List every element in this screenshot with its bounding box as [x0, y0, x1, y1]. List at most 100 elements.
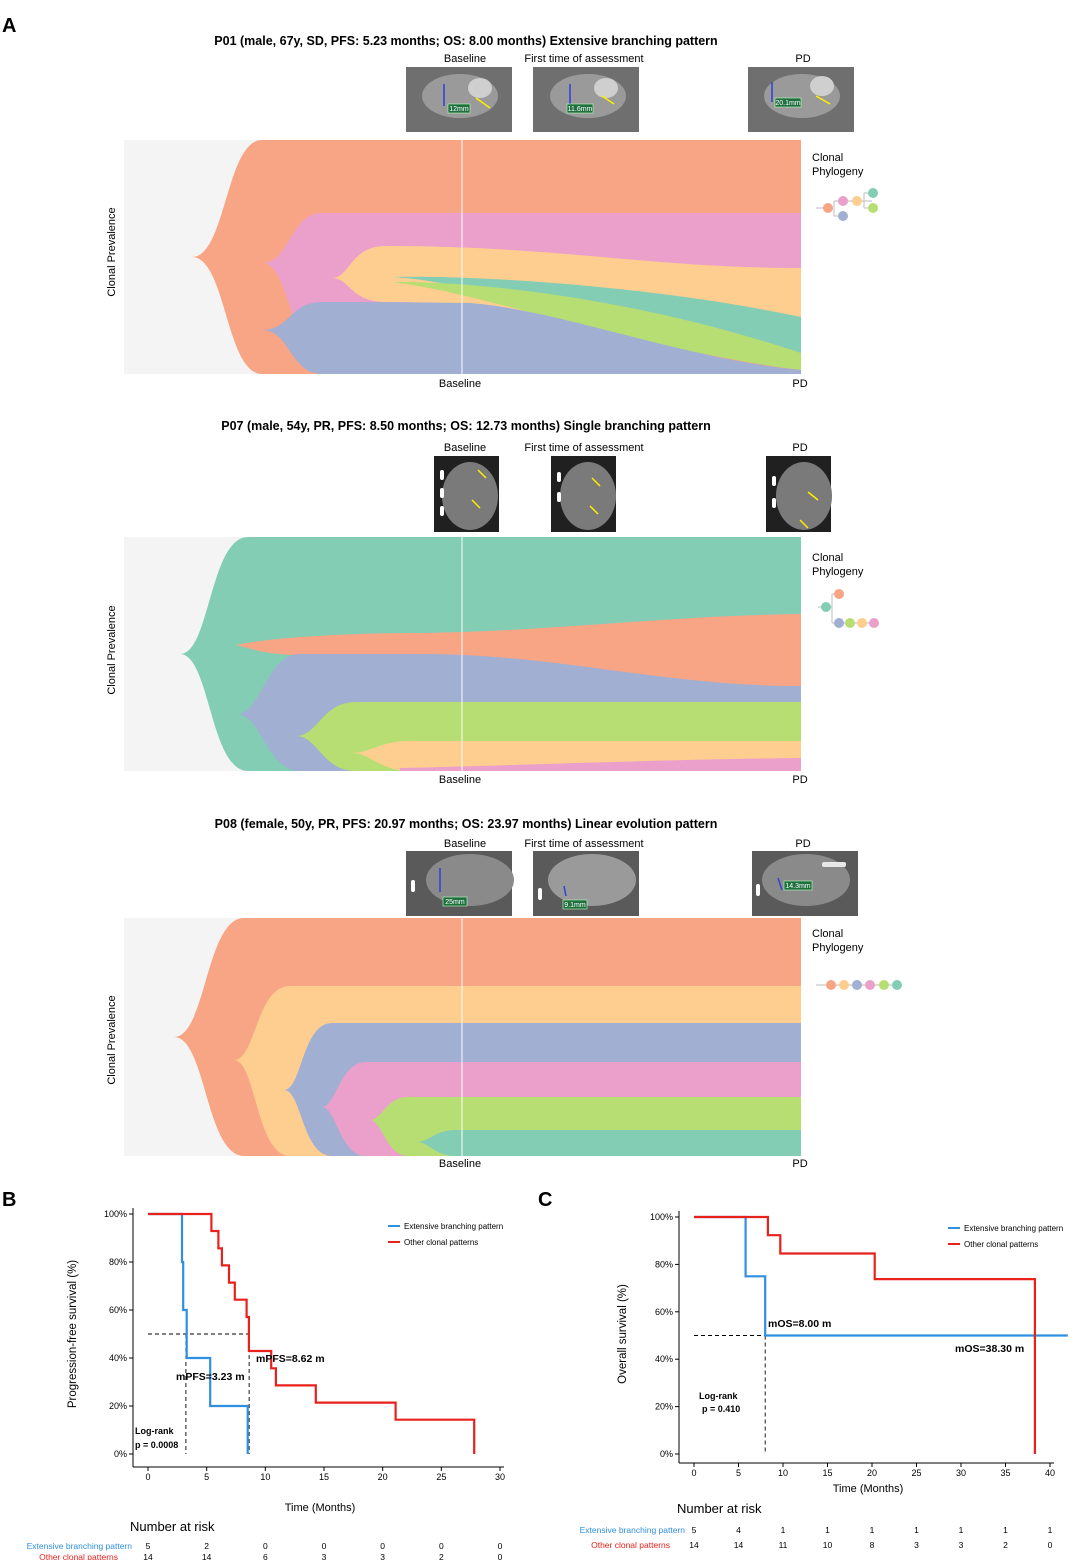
- scan-measurement: 9.1mm: [564, 902, 586, 909]
- median-annotation-extensive: mOS=8.00 m: [768, 1318, 831, 1330]
- clone-band-blue: [262, 302, 801, 374]
- risk-table-values: 5 4 1 1 1 1 1 1 114 14 11 10 8 3 3 2 0: [689, 1525, 1052, 1550]
- ct-scan-first-assessment: 9.1mm: [533, 851, 639, 916]
- scan-measurement: 14.3mm: [785, 883, 810, 890]
- risk-row-label-extensive: Extensive branching pattern: [580, 1525, 686, 1535]
- scan-measurement: 25mm: [445, 899, 465, 906]
- risk-table-cell: 2: [439, 1552, 444, 1560]
- median-annotation-other: mPFS=8.62 m: [256, 1353, 325, 1365]
- risk-table-cell: 0: [439, 1541, 444, 1551]
- ct-scan-baseline: 25mm: [406, 851, 514, 916]
- risk-table-cell: 1: [959, 1525, 964, 1535]
- timepoint-label-first-assessment: First time of assessment: [524, 53, 643, 65]
- risk-table-cell: 8: [870, 1540, 875, 1550]
- median-annotation-other: mOS=38.30 m: [955, 1343, 1024, 1355]
- km-legend: Extensive branching pattern Other clonal…: [388, 1222, 503, 1247]
- km-plot-os: 0%20%40%60%80%100%0 5 10 15 20 25 30 35 40 Exten…: [580, 1211, 1068, 1550]
- survival-curve-extensive: [148, 1212, 249, 1454]
- risk-table-cell: 3: [380, 1552, 385, 1560]
- risk-table-title: Number at risk: [677, 1501, 762, 1516]
- x-label-pd: PD: [792, 774, 807, 786]
- survival-curve-other: [694, 1215, 1036, 1454]
- x-tick-label: 0: [691, 1468, 696, 1478]
- y-tick-label: 40%: [109, 1353, 127, 1363]
- fish-plot-p01: P01 (male, 67y, SD, PFS: 5.23 months; OS…: [106, 34, 878, 390]
- risk-table-cell: 14: [202, 1552, 212, 1560]
- phylogeny-nodes: [826, 980, 902, 990]
- x-label-baseline: Baseline: [439, 378, 481, 390]
- risk-row-label-extensive: Extensive branching pattern: [27, 1541, 133, 1551]
- risk-table-title: Number at risk: [130, 1519, 215, 1534]
- y-axis-title: Progression-free survival (%): [67, 1260, 79, 1408]
- fish-plot-title: P07 (male, 54y, PR, PFS: 8.50 months; OS…: [221, 419, 710, 433]
- y-tick-label: 100%: [650, 1212, 673, 1222]
- x-tick-label: 25: [436, 1472, 446, 1482]
- x-axis-title: Time (Months): [833, 1483, 904, 1495]
- risk-table-cell: 11: [779, 1540, 788, 1550]
- x-axis-title: Time (Months): [285, 1502, 356, 1514]
- risk-table-cell: 0: [322, 1541, 327, 1551]
- x-label-baseline: Baseline: [439, 774, 481, 786]
- x-tick-label: 20: [378, 1472, 388, 1482]
- x-label-pd: PD: [792, 378, 807, 390]
- x-tick-label: 15: [319, 1472, 329, 1482]
- timepoint-label-pd: PD: [795, 53, 810, 65]
- timepoint-label-pd: PD: [792, 442, 807, 454]
- risk-table-cell: 0: [1048, 1540, 1053, 1550]
- scan-measurement: 20.1mm: [775, 100, 800, 107]
- y-axis-label: Clonal Prevalence: [106, 995, 118, 1084]
- risk-table-cell: 2: [204, 1541, 209, 1551]
- x-tick-label: 10: [778, 1468, 788, 1478]
- y-tick-label: 60%: [655, 1307, 673, 1317]
- legend-label-extensive: Extensive branching pattern: [964, 1224, 1063, 1233]
- panel-letter-b: B: [2, 1189, 16, 1211]
- km-axes: 0% 20% 40% 60% 80% 100% 0 5 10 15 20 25 30 35 40: [650, 1211, 1055, 1478]
- x-tick-label: 5: [736, 1468, 741, 1478]
- fish-plot-title: P01 (male, 67y, SD, PFS: 5.23 months; OS…: [214, 34, 717, 48]
- y-tick-label: 0%: [660, 1449, 673, 1459]
- ct-scan-first-assessment: 11.6mm: [533, 67, 639, 132]
- fish-plot-title: P08 (female, 50y, PR, PFS: 20.97 months;…: [215, 817, 718, 831]
- risk-table-cell: 0: [380, 1541, 385, 1551]
- y-tick-label: 0%: [114, 1449, 127, 1459]
- scan-measurement: 12mm: [449, 106, 469, 113]
- x-tick-label: 35: [1000, 1468, 1010, 1478]
- risk-table-cell: 2: [1003, 1540, 1008, 1550]
- legend-label-other: Other clonal patterns: [404, 1238, 478, 1247]
- y-axis-label: Clonal Prevalence: [106, 207, 118, 296]
- y-axis-label: Clonal Prevalence: [106, 605, 118, 694]
- logrank-label: Log-rank: [699, 1391, 738, 1401]
- km-axes: 0% 20% 40% 60% 80% 100% 0 5 10 15 20 25 30: [104, 1208, 505, 1482]
- phylogeny-title: Clonal Phylogeny: [812, 928, 864, 954]
- risk-row-label-other: Other clonal patterns: [39, 1552, 118, 1560]
- clone-band-orange: [236, 614, 801, 688]
- risk-table-cell: 0: [498, 1541, 503, 1551]
- panel-letter-a: A: [2, 15, 16, 37]
- median-annotation-extensive: mPFS=3.23 m: [176, 1371, 245, 1383]
- ct-scan-pd: [766, 456, 832, 532]
- risk-row-label-other: Other clonal patterns: [591, 1540, 670, 1550]
- x-tick-label: 20: [867, 1468, 877, 1478]
- risk-table-cell: 0: [263, 1541, 268, 1551]
- x-tick-label: 10: [260, 1472, 270, 1482]
- ct-scan-pd: 20.1mm: [748, 67, 854, 132]
- legend-label-extensive: Extensive branching pattern: [404, 1222, 503, 1231]
- km-plot-pfs: 0%20%40%60%80%100%0 5 10 15 20 25 30 Extensive…: [27, 1208, 505, 1562]
- ct-scan-baseline: [434, 456, 499, 532]
- risk-table-cell: 5: [692, 1525, 697, 1535]
- risk-table-cell: 1: [781, 1525, 786, 1535]
- y-tick-label: 40%: [655, 1354, 673, 1364]
- logrank-pvalue: p = 0.410: [702, 1404, 740, 1414]
- survival-curve-other: [148, 1212, 476, 1454]
- risk-table-cell: 1: [825, 1525, 830, 1535]
- timepoint-label-baseline: Baseline: [444, 442, 486, 454]
- km-curves: [148, 1212, 476, 1454]
- timepoint-label-first-assessment: First time of assessment: [524, 838, 643, 850]
- risk-table-cell: 6: [263, 1552, 268, 1560]
- legend-label-other: Other clonal patterns: [964, 1240, 1038, 1249]
- x-label-pd: PD: [792, 1158, 807, 1170]
- timepoint-label-baseline: Baseline: [444, 838, 486, 850]
- x-tick-label: 30: [495, 1472, 505, 1482]
- clone-band-green: [392, 281, 801, 370]
- x-tick-label: 40: [1045, 1468, 1055, 1478]
